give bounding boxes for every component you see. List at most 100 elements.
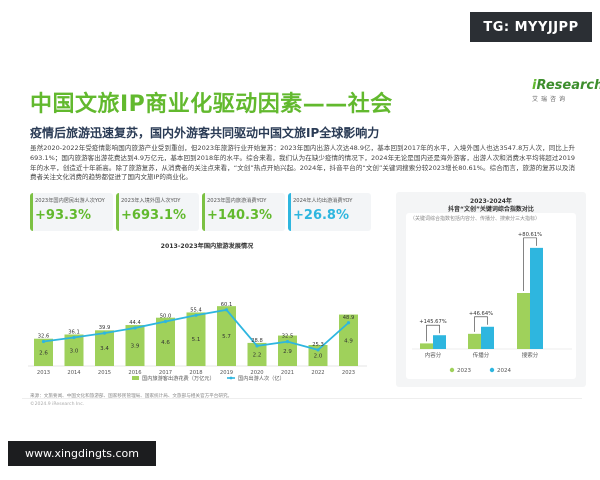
- kpi-value: +140.3%: [207, 208, 273, 223]
- line-value-label: 50.0: [160, 314, 172, 320]
- bar-2023-搜索分: [517, 293, 530, 349]
- footer-divider: [22, 398, 582, 399]
- bar-value-label: 2.0: [314, 354, 323, 360]
- line-point-2014: [72, 335, 76, 340]
- legend-label-spending: 国内旅游客出游花费（万亿元）: [142, 374, 215, 382]
- bar-2024-传播分: [481, 326, 494, 349]
- line-value-label: 44.4: [129, 320, 141, 326]
- kpi-value: +693.1%: [121, 208, 187, 223]
- bar-value-label: 4.9: [344, 338, 353, 344]
- right-chart-inner: [406, 213, 576, 379]
- right-chart-title-line2: 抖音“文创”关键词综合指数对比: [448, 206, 534, 213]
- line-point-2019: [224, 308, 229, 312]
- legend-swatch-2023: [449, 367, 455, 373]
- bar-2016: [125, 325, 145, 366]
- legend-label-2023: 2023: [457, 368, 471, 374]
- bar-2020: [247, 342, 267, 366]
- bar-value-label: 5.1: [192, 337, 201, 343]
- logo-brand-i: i: [532, 78, 537, 93]
- kpi-card-domestic-trips: 2023年国内居民出游人次YOY +93.3%: [30, 193, 113, 231]
- x-tick-label: 2017: [159, 370, 172, 376]
- bar-2018: [186, 312, 206, 366]
- line-value-label: 48.9: [343, 315, 355, 321]
- logo-cn-text: 艾瑞咨询: [532, 96, 569, 103]
- x-tick-label: 2021: [281, 370, 294, 376]
- bar-value-label: 2.6: [39, 350, 48, 356]
- line-point-2017: [163, 319, 168, 324]
- line-point-2022: [316, 348, 320, 352]
- top-bar: TG: MYYJJPP: [0, 0, 600, 56]
- douyin-keyword-panel: 2023-2024年 抖音“文创”关键词综合指数对比 （关键词综合指数包括内容分…: [396, 192, 586, 387]
- x-tick-label: 2020: [250, 370, 263, 376]
- bar-2013: [34, 338, 53, 366]
- bar-2015: [95, 330, 114, 366]
- kpi-accent-bar: [30, 193, 33, 231]
- line-value-label: 55.4: [190, 307, 202, 313]
- bar-2022: [308, 345, 328, 366]
- watermark-bottom-badge: www.xingdingts.com: [8, 441, 156, 466]
- x-tick-label: 2014: [67, 370, 81, 376]
- x-tick-label: 2016: [128, 370, 141, 376]
- page-title: 中国文旅IP商业化驱动因素——社会: [30, 92, 393, 117]
- page-subtitle: 疫情后旅游迅速复苏，国内外游客共同驱动中国文旅IP全球影响力: [30, 126, 380, 140]
- kpi-card-per-capita-spending: 2024年人均出游消费YOY +26.8%: [288, 193, 371, 231]
- kpi-card-domestic-spending: 2023年国内旅游消费YOY +140.3%: [202, 193, 285, 231]
- x-tick-label: 2015: [98, 370, 111, 376]
- x-tick-label: 2023: [342, 370, 355, 376]
- bar-value-label: 4.6: [161, 340, 170, 346]
- legend-label-trips: 国内出游人次（亿）: [238, 374, 285, 382]
- right-x-tick-label: 搜索分: [522, 351, 539, 359]
- bar-value-label: 3.0: [70, 348, 79, 354]
- main-chart-title: 2013-2023年国内旅游发展情况: [161, 242, 255, 250]
- bar-2024-内容分: [433, 335, 446, 349]
- line-point-2013: [41, 339, 46, 344]
- bar-2014: [64, 334, 84, 366]
- bar-2017: [156, 317, 175, 366]
- bar-value-label: 5.7: [222, 334, 231, 340]
- line-value-label: 60.1: [221, 302, 233, 308]
- kpi-card-inbound-visitors: 2023年入境外国人次YOY +693.1%: [116, 193, 199, 231]
- growth-bracket: [426, 324, 440, 342]
- line-value-label: 32.6: [38, 334, 50, 340]
- line-point-2018: [194, 313, 198, 317]
- legend-swatch-2024: [489, 367, 495, 373]
- logo-brand-rest: Research: [536, 78, 600, 93]
- x-tick-label: 2022: [311, 370, 324, 376]
- douyin-keyword-chart: +145.67% 内容分 +46.64% 传播分 +80.61% 搜索分 2023 2024: [412, 232, 572, 374]
- x-tick-label: 2019: [220, 370, 233, 376]
- right-x-tick-label: 内容分: [425, 351, 442, 359]
- bar-value-label: 2.2: [253, 352, 262, 358]
- growth-bracket: [523, 237, 537, 291]
- line-value-label: 25.3: [312, 342, 324, 348]
- legend-marker-trips: [229, 376, 233, 380]
- growth-label: +46.64%: [469, 311, 493, 317]
- bar-2023-传播分: [468, 333, 481, 349]
- line-point-2016: [133, 326, 137, 330]
- bar-value-label: 2.9: [283, 349, 292, 355]
- line-value-label: 28.8: [251, 338, 263, 344]
- x-tick-label: 2013: [37, 370, 50, 376]
- source-note: 来源：文旅要闻、中国文化和旅游部、国家移民管理局、国家统计局、文旅部与相关官方平…: [30, 394, 233, 399]
- tourism-development-chart: 2013-2023年国内旅游发展情况 2.6 2013 3.0 2014 3.4 2015 3…: [28, 242, 367, 382]
- line-point-2021: [285, 340, 290, 344]
- bar-value-label: 3.9: [131, 344, 140, 350]
- body-paragraph: 虽然2020-2022年受疫情影响国内旅游产业受到重创，但2023年旅游行业开始…: [30, 144, 575, 182]
- legend-swatch-spending: [132, 376, 139, 380]
- kpi-accent-bar: [202, 193, 205, 231]
- bar-value-label: 3.4: [100, 346, 109, 352]
- kpi-label: 2023年国内居民出游人次YOY: [35, 198, 105, 204]
- bar-2023-内容分: [420, 343, 433, 349]
- right-chart-note: （关键词综合指数包括内容分、传播分、搜索分三大指标）: [410, 216, 541, 222]
- line-point-2023: [346, 321, 351, 325]
- kpi-value: +26.8%: [293, 208, 349, 223]
- right-x-tick-label: 传播分: [473, 351, 490, 359]
- line-point-2015: [102, 331, 107, 335]
- iresearch-logo: iResearch 艾瑞咨询: [532, 78, 600, 103]
- line-value-label: 36.1: [68, 329, 80, 335]
- line-point-2020: [255, 344, 259, 348]
- kpi-label: 2023年国内旅游消费YOY: [207, 198, 267, 204]
- kpi-accent-bar: [116, 193, 119, 231]
- bar-2019: [217, 306, 236, 366]
- right-chart-title: 2023-2024年: [470, 198, 512, 205]
- watermark-top-badge: TG: MYYJJPP: [470, 12, 592, 42]
